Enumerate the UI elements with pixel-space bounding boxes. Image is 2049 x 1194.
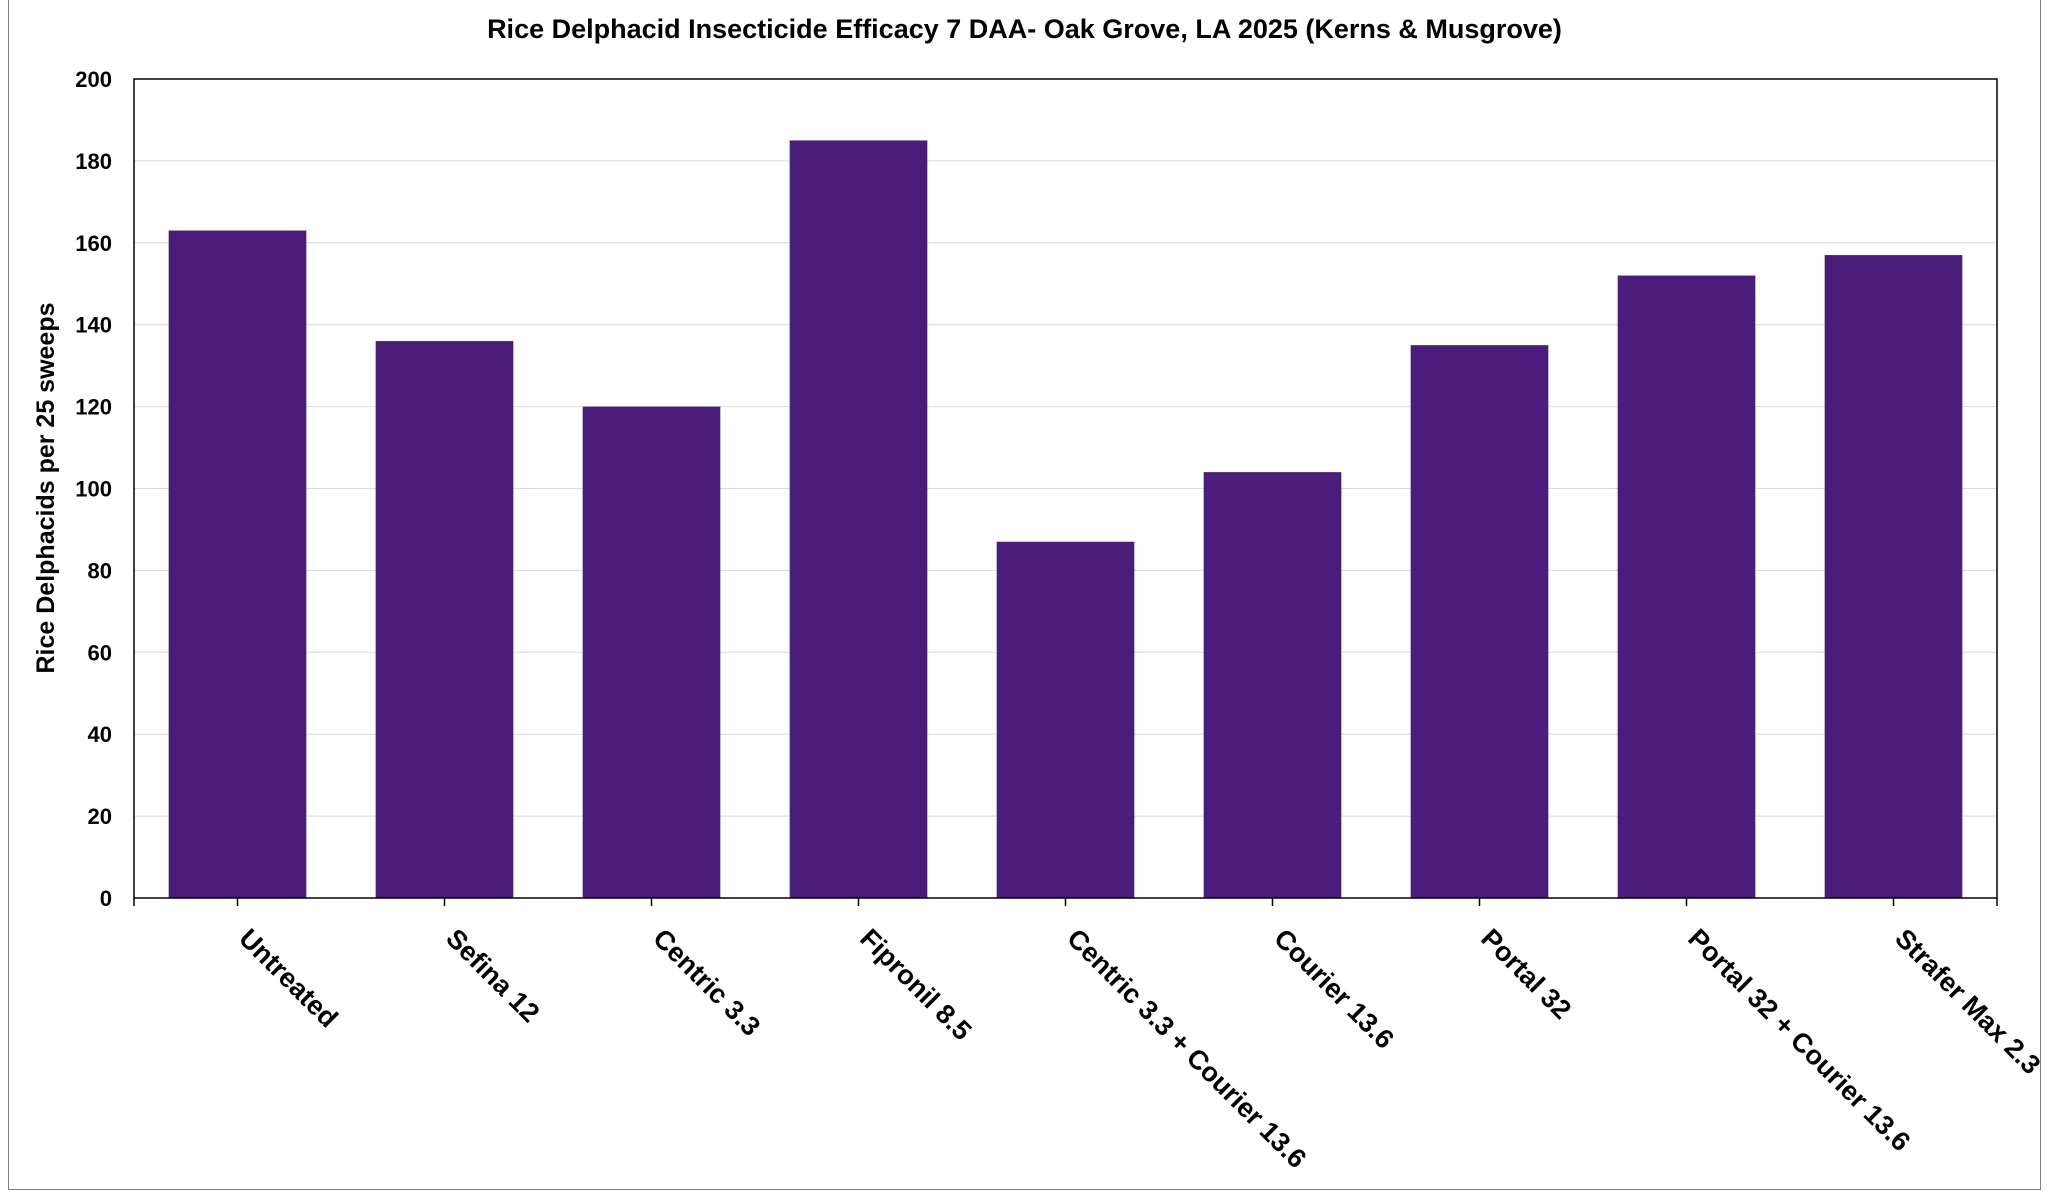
x-tick-label: Centric 3.3 [647, 923, 766, 1042]
chart-frame: Rice Delphacid Insecticide Efficacy 7 DA… [8, 0, 2041, 1190]
x-axis-ticks [133, 898, 1998, 906]
y-tick-label: 120 [75, 395, 112, 420]
y-axis-tick-labels: 0 20 40 60 80 100 120 140 160 180 200 [75, 67, 112, 911]
y-tick-label: 180 [75, 149, 112, 174]
y-tick-label: 100 [75, 477, 112, 502]
chart-title: Rice Delphacid Insecticide Efficacy 7 DA… [487, 14, 1562, 44]
bar [1824, 255, 1963, 898]
bars [168, 140, 1963, 899]
bar [1203, 472, 1342, 898]
x-tick-label: Fipronil 8.5 [854, 923, 977, 1046]
x-axis-category-labels: Untreated Sefina 12 Centric 3.3 Fipronil 8.… [233, 923, 2046, 1174]
x-tick-label: Untreated [233, 923, 343, 1033]
y-tick-label: 60 [88, 640, 112, 665]
y-tick-label: 0 [100, 886, 112, 911]
bar [168, 230, 307, 898]
y-tick-label: 140 [75, 313, 112, 338]
y-tick-label: 20 [88, 804, 112, 829]
bar [996, 541, 1135, 898]
x-tick-label: Sefina 12 [440, 923, 545, 1028]
bar [1410, 345, 1549, 898]
y-axis-title: Rice Delphacids per 25 sweeps [32, 302, 60, 673]
x-tick-label: Portal 32 [1475, 923, 1577, 1025]
y-tick-label: 200 [75, 67, 112, 92]
x-tick-label: Courier 13.6 [1268, 923, 1400, 1055]
bar [1617, 275, 1756, 898]
y-tick-label: 40 [88, 722, 112, 747]
y-tick-label: 160 [75, 231, 112, 256]
x-tick-label: Portal 32 + Courier 13.6 [1682, 923, 1916, 1157]
bar [789, 140, 928, 899]
x-tick-label: Strafer Max 2.3 [1889, 923, 2046, 1080]
x-tick-label: Centric 3.3 + Courier 13.6 [1061, 923, 1312, 1174]
y-tick-label: 80 [88, 558, 112, 583]
bar [375, 341, 514, 899]
bar [582, 406, 721, 898]
